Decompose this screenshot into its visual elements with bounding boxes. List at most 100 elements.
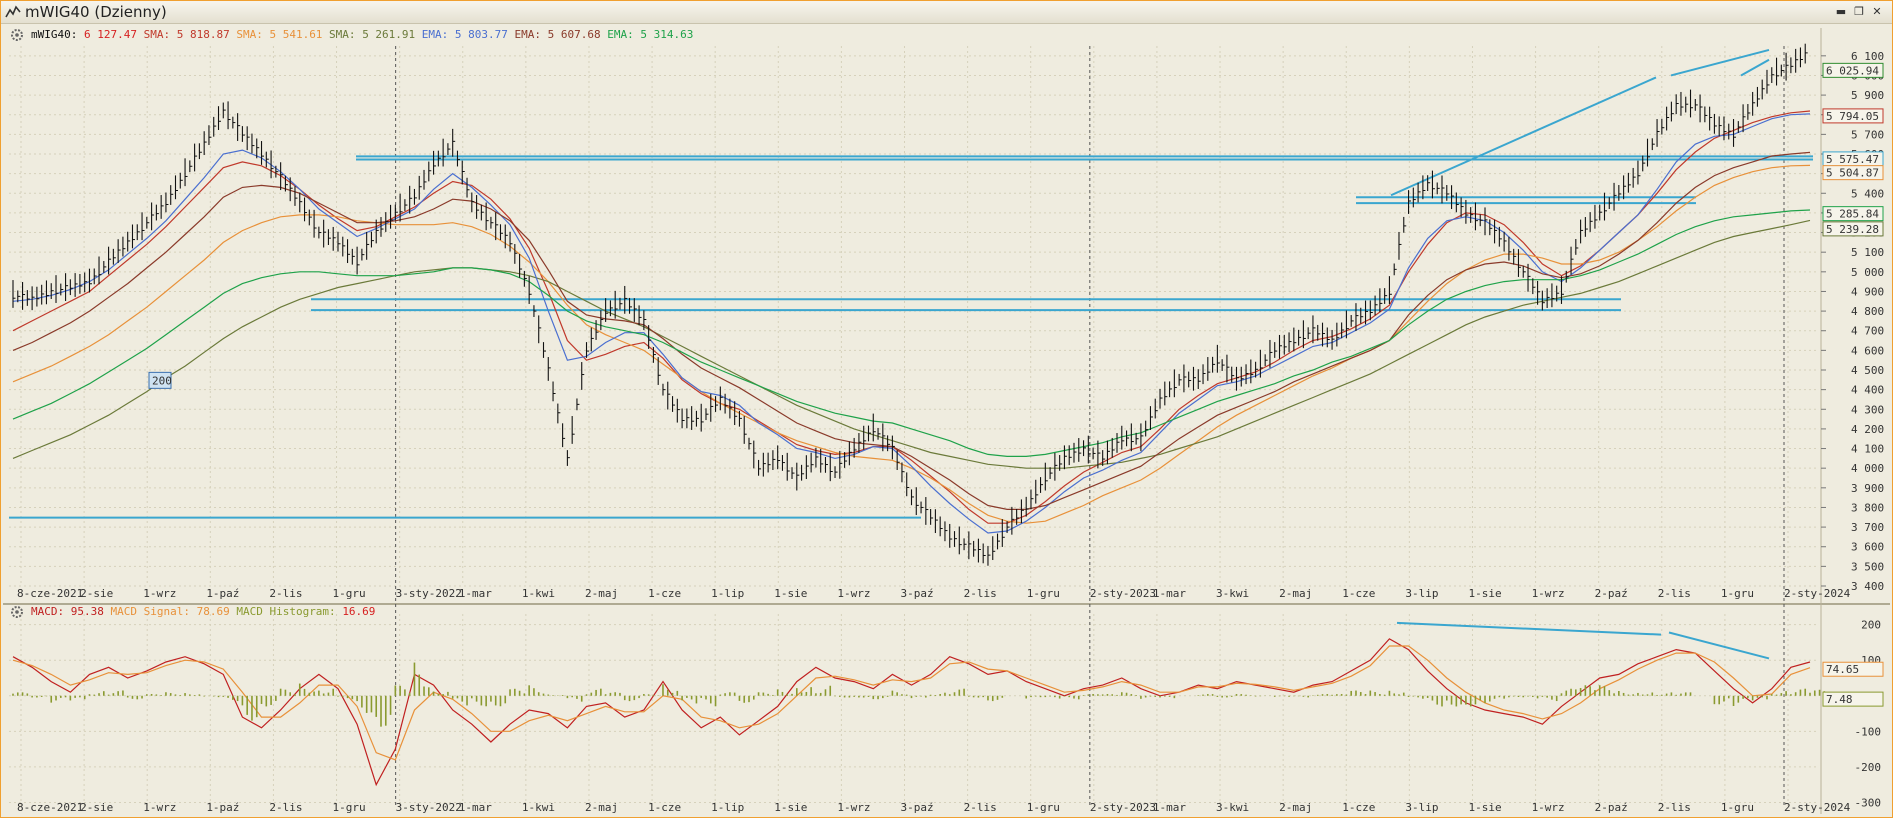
price-x-tick-label: 1-cze [648, 587, 681, 600]
price-y-tick-label: 6 100 [1851, 50, 1884, 63]
minimize-icon[interactable]: ▬ [1835, 5, 1847, 18]
ma-line-sma_slow [12, 219, 1811, 469]
macd-y-tick-label: -300 [1855, 796, 1882, 809]
trend-line [1390, 76, 1657, 197]
price-legend-label: mWIG40: [31, 28, 84, 41]
price-x-tick-label: 1-kwi [522, 587, 555, 600]
price-x-tick-label: 1-wrz [143, 587, 176, 600]
macd-line-macd_signal [12, 645, 1811, 761]
price-value-tag-box [1822, 108, 1884, 124]
window-title: mWIG40 (Dzienny) [25, 3, 167, 21]
price-x-tick-label: 2-maj [585, 587, 618, 600]
price-x-tick-label: 2-paź [1595, 587, 1628, 600]
price-value-tag-box [1822, 62, 1884, 78]
price-y-tick-label: 4 700 [1851, 325, 1884, 338]
price-x-tick-label: 1-gru [333, 587, 366, 600]
price-value-tag: 5 504.87 [1826, 167, 1879, 180]
price-value-tag: 5 239.28 [1826, 223, 1879, 236]
price-legend-label: SMA: [137, 28, 177, 41]
macd-x-tick-label: 1-gru [1721, 801, 1754, 814]
macd-x-tick-label: 1-lip [711, 801, 744, 814]
macd-pane [3, 605, 1890, 814]
price-series [12, 43, 1808, 566]
price-y-tick-label: 4 600 [1851, 344, 1884, 357]
macd-trend-line [1396, 621, 1662, 636]
macd-x-tick-label: 1-gru [333, 801, 366, 814]
price-legend-label: EMA: [415, 28, 455, 41]
macd-x-tick-label: 3-paź [901, 801, 934, 814]
price-y-tick-label: 4 000 [1851, 462, 1884, 475]
annotation-200-box [148, 371, 172, 389]
macd-value-tag-box [1822, 661, 1884, 677]
price-y-tick-label: 4 900 [1851, 285, 1884, 298]
macd-legend-value: 78.69 [197, 605, 230, 618]
close-icon[interactable]: ✕ [1872, 5, 1882, 18]
price-legend-value: 5 314.63 [640, 28, 693, 41]
macd-x-tick-label: 1-wrz [1532, 801, 1565, 814]
restore-icon[interactable]: ❐ [1854, 5, 1864, 18]
price-y-tick-label: 4 500 [1851, 364, 1884, 377]
macd-x-tick-label: 1-paź [206, 801, 239, 814]
macd-x-tick-label: 8-cze-2021 [17, 801, 83, 814]
title-bar[interactable]: mWIG40 (Dzienny) ▬ ❐ ✕ [1, 1, 1892, 24]
price-x-tick-label: 2-sie [80, 587, 113, 600]
price-legend-value: 5 818.87 [177, 28, 230, 41]
price-legend-value: 5 261.91 [362, 28, 415, 41]
price-legend-label: EMA: [601, 28, 641, 41]
price-legend: mWIG40: 6 127.47 SMA: 5 818.87 SMA: 5 54… [31, 28, 693, 41]
macd-x-tick-label: 1-wrz [837, 801, 870, 814]
price-x-tick-label: 3-sty-2022 [396, 587, 462, 600]
price-y-tick-label: 3 700 [1851, 521, 1884, 534]
price-x-tick-label: 2-sty-2023 [1090, 587, 1156, 600]
price-y-tick-label: 4 800 [1851, 305, 1884, 318]
macd-y-tick-label: 200 [1861, 619, 1881, 632]
trend-line [1740, 58, 1770, 77]
price-x-tick-label: 1-gru [1027, 587, 1060, 600]
macd-trend-line [1668, 631, 1770, 660]
price-y-tick-label: 4 400 [1851, 384, 1884, 397]
macd-value-tag: 74.65 [1826, 663, 1859, 676]
macd-x-tick-label: 2-lis [269, 801, 302, 814]
macd-x-tick-label: 2-sty-2023 [1090, 801, 1156, 814]
macd-value-tag-box [1822, 691, 1884, 707]
annotation-200-label: 200 [152, 374, 172, 387]
price-y-tick-label: 5 700 [1851, 128, 1884, 141]
price-y-tick-label: 5 900 [1851, 89, 1884, 102]
price-x-tick-label: 3-paź [901, 587, 934, 600]
macd-x-tick-label: 2-sty-2024 [1784, 801, 1851, 814]
price-x-tick-label: 1-paź [206, 587, 239, 600]
macd-x-tick-label: 2-sie [80, 801, 113, 814]
ma-line-ema_mid [12, 151, 1811, 510]
macd-x-tick-label: 1-sie [1468, 801, 1501, 814]
macd-x-tick-label: 2-lis [964, 801, 997, 814]
macd-x-tick-label: 2-maj [1279, 801, 1312, 814]
price-x-tick-label: 1-sie [1468, 587, 1501, 600]
price-value-tag: 5 285.84 [1826, 208, 1879, 221]
price-legend-value: 6 127.47 [84, 28, 137, 41]
ma-line-sma_mid [12, 164, 1811, 524]
macd-x-tick-label: 1-cze [1342, 801, 1375, 814]
price-value-tag-box [1822, 206, 1884, 222]
price-x-tick-label: 1-cze [1342, 587, 1375, 600]
price-legend-value: 5 803.77 [455, 28, 508, 41]
price-x-tick-label: 2-maj [1279, 587, 1312, 600]
price-x-tick-label: 2-sty-2024 [1784, 587, 1851, 600]
price-legend-label: SMA: [322, 28, 362, 41]
price-x-tick-label: 2-lis [964, 587, 997, 600]
macd-x-tick-label: 3-lip [1405, 801, 1438, 814]
price-y-tick-label: 3 600 [1851, 541, 1884, 554]
macd-x-tick-label: 1-mar [459, 801, 492, 814]
price-value-tag-box [1822, 221, 1884, 237]
price-x-tick-label: 8-cze-2021 [17, 587, 83, 600]
pane-settings-icon[interactable] [11, 29, 23, 41]
trend-line [1670, 48, 1770, 77]
macd-line-macd [12, 638, 1811, 787]
price-x-tick-label: 1-lip [711, 587, 744, 600]
pane-settings-icon[interactable] [11, 606, 23, 618]
price-value-tag: 5 794.05 [1826, 110, 1879, 123]
macd-y-tick-label: -200 [1855, 761, 1882, 774]
price-x-tick-label: 2-lis [269, 587, 302, 600]
macd-x-tick-label: 1-gru [1027, 801, 1060, 814]
